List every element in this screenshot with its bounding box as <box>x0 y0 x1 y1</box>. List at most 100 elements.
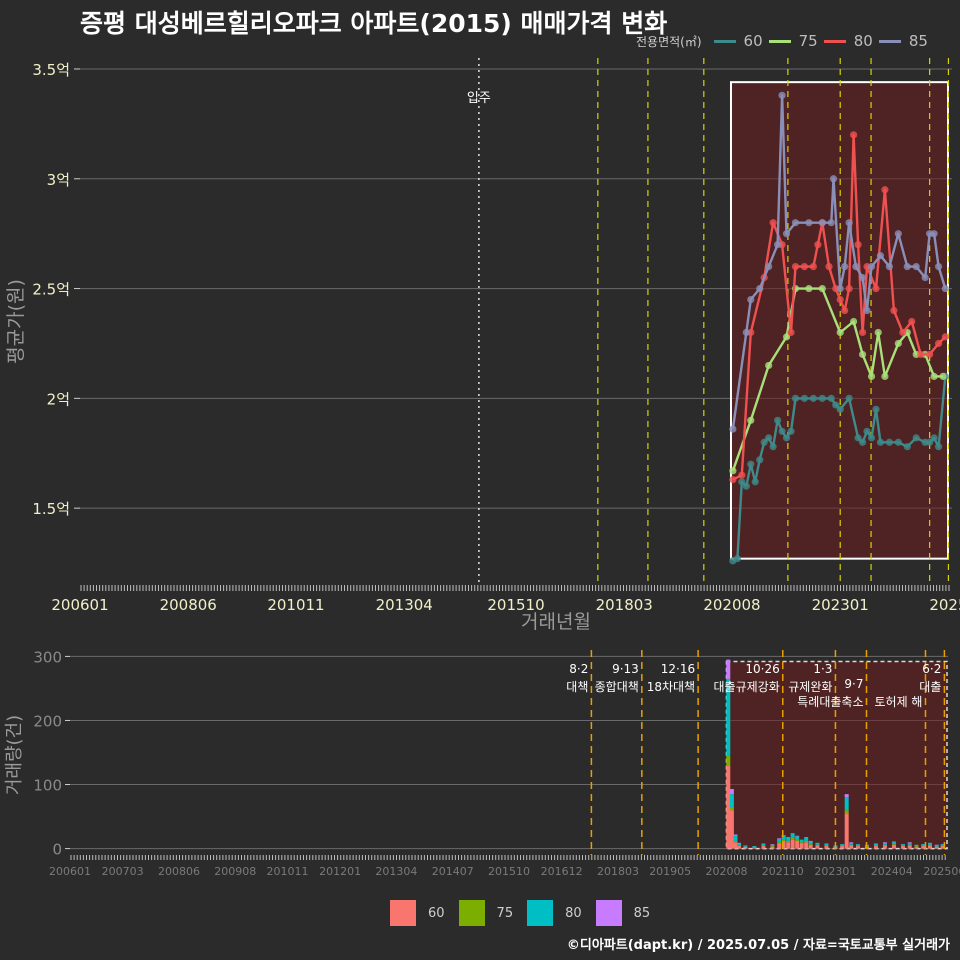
data-point-60 <box>756 456 764 464</box>
data-point-80 <box>926 350 934 359</box>
data-point-80 <box>769 219 777 227</box>
volume-bar-segment-80 <box>790 833 795 838</box>
volume-bar-segment-85 <box>770 844 775 845</box>
data-point-80 <box>899 328 907 337</box>
data-point-85 <box>742 328 750 337</box>
legend-label: 60 <box>428 905 445 921</box>
data-point-75 <box>836 328 844 337</box>
volume-bar-segment-85 <box>737 842 742 844</box>
x-axis-title: 거래년월 <box>521 611 591 633</box>
volume-bar-segment-60 <box>940 846 945 849</box>
data-point-60 <box>800 394 809 402</box>
data-point-85 <box>903 263 911 271</box>
volume-bar-segment-75 <box>781 839 786 841</box>
legend-label: 80 <box>565 905 582 921</box>
x-tick-label: 202110 <box>762 865 804 878</box>
volume-bar-segment-60 <box>777 843 782 849</box>
data-point-80 <box>850 131 858 139</box>
legend-swatch <box>390 900 416 926</box>
volume-bar-segment-60 <box>737 846 742 849</box>
volume-bar-segment-80 <box>927 842 932 845</box>
data-point-80 <box>941 333 949 341</box>
data-point-60 <box>894 438 902 446</box>
data-point-80 <box>854 241 862 249</box>
data-point-60 <box>787 427 795 435</box>
volume-bar-segment-80 <box>737 843 742 846</box>
data-point-85 <box>885 263 893 271</box>
volume-bar-segment-75 <box>804 840 809 843</box>
legend-item-60: 60 <box>713 32 763 50</box>
data-point-80 <box>791 263 800 271</box>
volume-bar-segment-60 <box>891 844 896 849</box>
volume-bar-segment-60 <box>934 846 939 849</box>
data-point-60 <box>930 434 938 442</box>
policy-label: 규제완화 <box>788 680 832 694</box>
data-point-60 <box>733 555 741 563</box>
data-point-80 <box>825 263 833 271</box>
move-in-label: 입주 <box>467 91 491 106</box>
y-tick-label: 2억 <box>47 390 70 408</box>
volume-bar-segment-85 <box>844 794 849 798</box>
data-point-60 <box>774 416 782 424</box>
volume-bar-segment-80 <box>770 844 775 847</box>
volume-bar-segment-60 <box>882 845 887 849</box>
legend-item-80: 80 <box>823 32 873 50</box>
data-point-80 <box>858 328 867 337</box>
volume-bar-segment-80 <box>873 843 878 846</box>
volume-bar-segment-60 <box>873 846 878 849</box>
legend-item-85: 85 <box>878 32 928 50</box>
data-point-85 <box>876 252 885 260</box>
data-point-80 <box>729 476 737 484</box>
volume-bar-segment-80 <box>729 794 734 807</box>
y-tick-label: 200 <box>33 712 62 730</box>
volume-bar-segment-60 <box>799 843 804 849</box>
data-point-85 <box>934 263 943 271</box>
legend-item-75: 75 <box>768 32 818 50</box>
volume-bar-segment-75 <box>770 846 775 847</box>
volume-bar-segment-60 <box>761 846 766 849</box>
volume-bar-segment-60 <box>840 846 845 849</box>
x-tick-label: 201011 <box>267 596 324 614</box>
volume-bar-segment-75 <box>786 840 791 843</box>
data-point-85 <box>930 230 938 238</box>
data-point-80 <box>917 350 925 359</box>
data-point-75 <box>850 317 858 326</box>
data-point-60 <box>827 394 835 402</box>
volume-bar-segment-60 <box>815 845 820 849</box>
volume-bar-segment-75 <box>808 844 813 845</box>
volume-legend: 60 75 80 85 <box>390 900 664 926</box>
legend-swatch <box>823 39 846 43</box>
y-tick-label: 100 <box>33 777 62 795</box>
volume-bar-segment-80 <box>808 841 813 845</box>
policy-date: 8·2 <box>569 662 588 676</box>
data-point-80 <box>738 471 746 479</box>
legend-item-60: 60 <box>390 900 445 926</box>
volume-bar-segment-60 <box>781 840 786 849</box>
volume-bar-segment-80 <box>777 838 782 843</box>
data-point-60 <box>845 394 853 402</box>
legend-swatch <box>458 900 485 926</box>
volume-bar-segment-80 <box>840 844 845 846</box>
volume-bar-segment-80 <box>921 844 926 846</box>
legend-swatch <box>713 39 736 43</box>
data-point-60 <box>872 405 880 413</box>
data-point-80 <box>800 263 809 271</box>
volume-bar-segment-60 <box>786 842 791 849</box>
policy-date: 1·3 <box>813 662 832 676</box>
data-point-60 <box>818 394 826 402</box>
volume-bar-chart: 0 100 200 300 8·2 대책 9·13 종합대책 12·16 18차대책 10·26 대출… <box>4 648 960 878</box>
data-point-60 <box>751 478 759 486</box>
x-tick-label: 202008 <box>705 865 747 878</box>
data-point-75 <box>805 284 813 293</box>
data-point-75 <box>874 328 882 337</box>
legend-label: 60 <box>743 32 763 50</box>
x-tick-label: 200601 <box>51 596 108 614</box>
data-point-85 <box>818 219 826 227</box>
volume-bar-segment-80 <box>914 844 919 847</box>
volume-bar-segment-60 <box>921 846 926 849</box>
data-point-60 <box>867 434 876 442</box>
volume-bar-segment-75 <box>824 845 829 847</box>
x-tick-label: 200806 <box>158 865 200 878</box>
y-tick-label: 3.5억 <box>32 61 70 79</box>
volume-bar-segment-75 <box>855 845 860 847</box>
